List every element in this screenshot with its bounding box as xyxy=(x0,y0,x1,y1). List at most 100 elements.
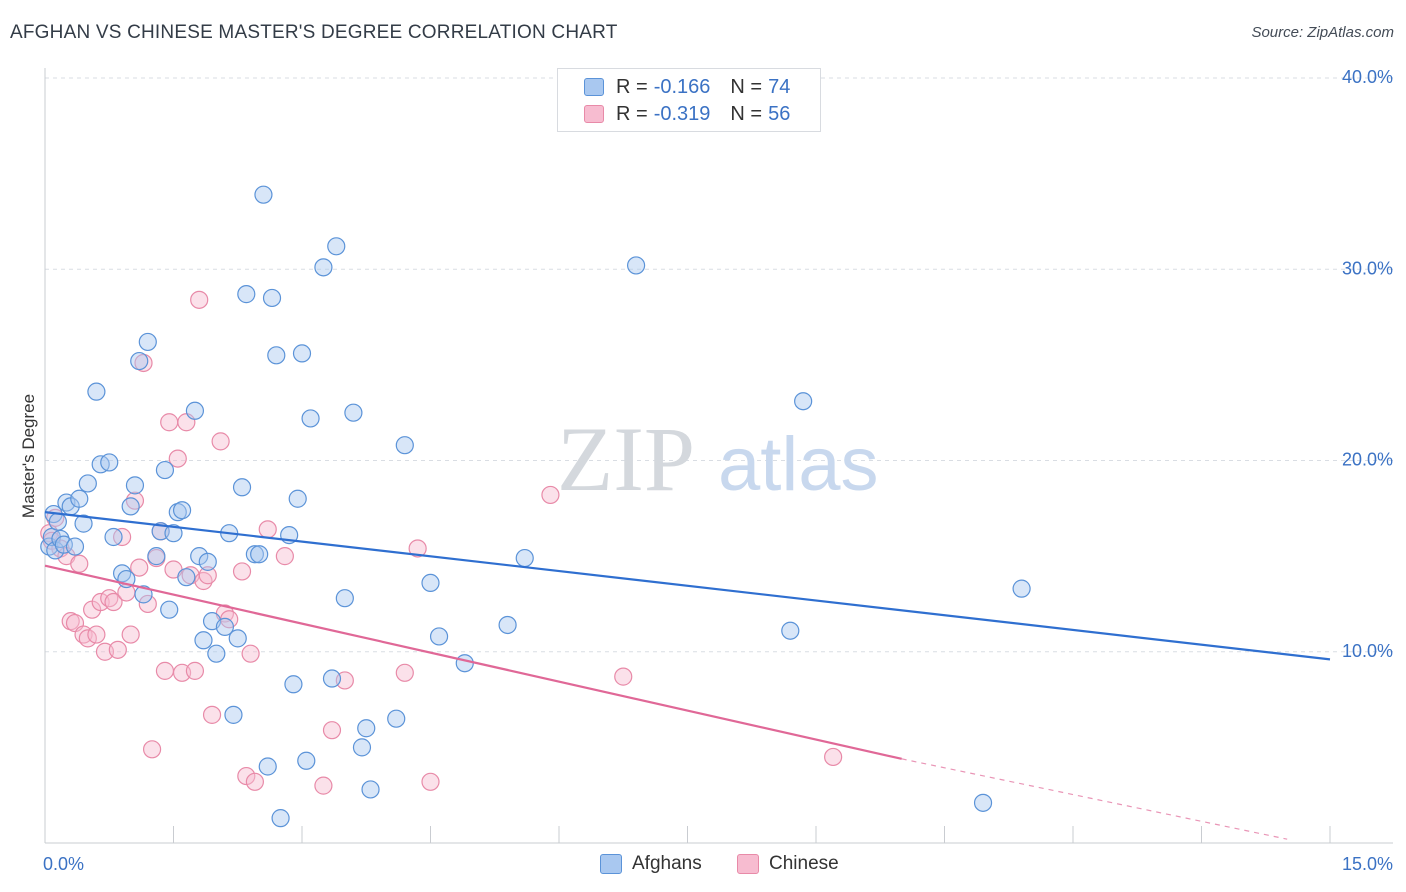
afghans-point xyxy=(421,573,440,593)
x-tick-label-start: 0.0% xyxy=(43,854,84,874)
afghans-point xyxy=(164,524,183,543)
afghans-point xyxy=(224,705,243,724)
chinese-point xyxy=(138,594,157,614)
chinese-point xyxy=(408,539,427,558)
afghans-point xyxy=(54,535,73,554)
afghans-point xyxy=(232,478,252,497)
afghans-point xyxy=(48,512,67,531)
afghans-point xyxy=(51,529,70,549)
afghans-point xyxy=(250,545,269,564)
chinese-point xyxy=(168,449,187,468)
legend-n-label: N = xyxy=(730,75,763,98)
chinese-point xyxy=(211,432,230,451)
y-tick-label: 40.0% xyxy=(1342,67,1393,87)
chinese-point xyxy=(245,772,264,791)
legend-n-value: 74 xyxy=(768,75,791,98)
afghans-point xyxy=(297,751,316,770)
afghans-point xyxy=(301,409,320,428)
chinese-point xyxy=(130,558,149,577)
watermark-atlas: atlas xyxy=(718,422,879,507)
chinese-point xyxy=(314,776,333,795)
chinese-point xyxy=(190,290,209,309)
legend-row-chinese: R = -0.319 N = 56 xyxy=(584,101,790,127)
afghans-point xyxy=(344,403,363,422)
chart-title: AFGHAN VS CHINESE MASTER'S DEGREE CORREL… xyxy=(10,22,618,43)
afghans-point xyxy=(357,719,376,738)
chinese-point xyxy=(541,485,560,505)
afghans-point xyxy=(292,344,312,363)
legend-n-value: 56 xyxy=(768,102,791,125)
afghans-point xyxy=(70,489,89,508)
chinese-point xyxy=(421,772,440,791)
afghans-point xyxy=(134,585,153,604)
legend-r-label: R = xyxy=(616,75,648,98)
afghans-point xyxy=(254,185,273,204)
legend-r-value: -0.319 xyxy=(653,102,711,125)
legend-item-afghans[interactable]: Afghans xyxy=(600,850,702,878)
afghans-point xyxy=(125,476,145,495)
afghans-point xyxy=(288,489,307,508)
afghans-point xyxy=(155,460,175,480)
afghans-point xyxy=(121,497,140,516)
chinese-point xyxy=(198,566,217,585)
legend-swatch-afghans xyxy=(600,854,622,874)
chinese-point xyxy=(160,413,179,432)
afghans-point xyxy=(65,537,85,556)
chinese-point xyxy=(322,721,342,740)
afghans-point xyxy=(177,568,196,587)
afghans-point xyxy=(455,654,474,673)
afghans-point xyxy=(258,757,277,776)
legend-label-chinese: Chinese xyxy=(769,853,839,874)
y-axis-label: Master's Degree xyxy=(19,393,38,519)
afghans-point xyxy=(198,552,217,571)
data-points xyxy=(40,185,1031,828)
watermark: ZIP atlas xyxy=(557,408,879,510)
afghans-point xyxy=(87,382,106,401)
afghans-point xyxy=(781,621,800,640)
legend-row-afghans: R = -0.166 N = 74 xyxy=(584,74,790,100)
afghans-point xyxy=(207,644,226,663)
legend-swatch-chinese xyxy=(584,105,604,123)
tick-labels: 10.0% 20.0% 30.0% 40.0% 0.0% 15.0% xyxy=(43,67,1393,874)
afghans-point xyxy=(267,346,286,365)
afghans-point xyxy=(626,256,646,275)
afghans-point xyxy=(327,237,346,256)
chinese-point xyxy=(155,661,175,680)
afghans-point xyxy=(228,629,247,648)
chinese-point xyxy=(78,629,97,648)
chinese-point xyxy=(87,625,106,644)
y-tick-label: 10.0% xyxy=(1342,641,1393,661)
afghans-point xyxy=(160,600,179,619)
legend-r-value: -0.166 xyxy=(653,75,711,98)
watermark-zip: ZIP xyxy=(557,408,695,510)
afghans-point xyxy=(237,285,256,304)
chinese-point xyxy=(241,644,260,663)
legend-item-chinese[interactable]: Chinese xyxy=(737,850,839,878)
chinese-point xyxy=(91,592,110,612)
source-label: Source: ZipAtlas.com xyxy=(1251,24,1394,41)
legend-n-label: N = xyxy=(730,102,763,125)
afghans-point xyxy=(973,793,993,812)
chinese-point xyxy=(202,705,222,724)
x-tick-label-end: 15.0% xyxy=(1342,854,1393,874)
afghans-point xyxy=(387,709,406,728)
afghans-point xyxy=(284,675,303,694)
legend-r-label: R = xyxy=(616,102,648,125)
afghans-point xyxy=(74,514,93,533)
afghans-point xyxy=(185,401,205,420)
chinese-point xyxy=(614,667,633,686)
afghans-trend-line xyxy=(44,511,1331,661)
chinese-trend-line xyxy=(44,564,902,760)
chinese-point xyxy=(232,562,252,581)
legend-label-afghans: Afghans xyxy=(632,853,702,874)
stats-legend: R = -0.166 N = 74 R = -0.319 N = 56 xyxy=(557,68,821,132)
trend-lines xyxy=(44,511,1331,840)
afghans-point xyxy=(215,617,234,636)
chinese-point xyxy=(142,740,162,759)
afghans-point xyxy=(194,631,213,650)
chinese-point xyxy=(275,547,294,566)
chinese-point xyxy=(121,625,140,644)
chinese-trend-extension xyxy=(901,758,1288,840)
afghans-point xyxy=(429,627,449,646)
